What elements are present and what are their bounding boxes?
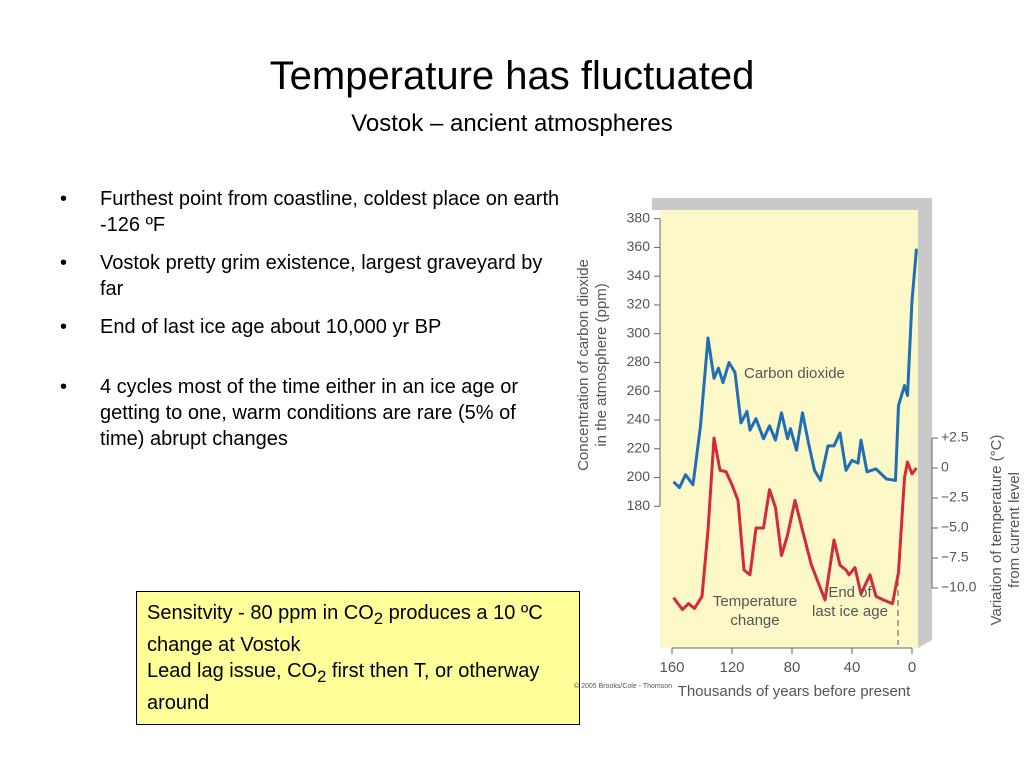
text: first then T, or otherway around (147, 660, 540, 714)
y-tick-label: 260 (627, 382, 651, 398)
bullet: End of last ice age about 10,000 yr BP (60, 314, 560, 340)
y-tick-label: 240 (627, 411, 651, 427)
callout-line: Lead lag issue, CO2 first then T, or oth… (147, 658, 569, 716)
subtitle: Vostok – ancient atmospheres (351, 110, 673, 137)
y2-tick-label: −7.5 (941, 549, 969, 565)
y2-tick-label: 0 (941, 459, 949, 475)
y2-axis-label: Variation of temperature (°C) (988, 435, 1005, 626)
y-tick-label: 220 (627, 439, 651, 455)
y-tick-label: 360 (627, 238, 651, 254)
text: produces a 10 ºC change at Vostok (147, 602, 543, 656)
annotation: Carbon dioxide (744, 365, 845, 382)
text: Sensitvity - 80 ppm in CO (147, 602, 374, 624)
x-tick-label: 80 (784, 659, 801, 676)
credit: © 2005 Brooks/Cole - Thomson (574, 682, 672, 690)
data-line (672, 248, 918, 490)
bullet: Vostok pretty grim existence, largest gr… (60, 250, 560, 302)
annotation: change (730, 612, 779, 629)
data-line (672, 436, 918, 612)
y-axis-label: Concentration of carbon dioxide (575, 259, 592, 471)
x-tick-label: 160 (659, 659, 684, 676)
y2-tick-label: −2.5 (941, 489, 969, 505)
y2-tick-label: −5.0 (941, 519, 969, 535)
annotation: End of (828, 584, 872, 601)
x-tick-label: 120 (719, 659, 744, 676)
text: Lead lag issue, CO (147, 660, 318, 682)
bullet: Furthest point from coastline, coldest p… (60, 186, 560, 238)
x-tick-label: 40 (844, 659, 861, 676)
y2-tick-label: +2.5 (941, 429, 969, 445)
subscript: 2 (317, 667, 327, 686)
title: Temperature has fluctuated (269, 54, 755, 98)
bullet: 4 cycles most of the time either in an i… (60, 374, 560, 452)
annotation: last ice age (812, 603, 888, 620)
y-tick-label: 280 (627, 353, 651, 369)
y2-axis-label: from current level (1006, 472, 1023, 588)
bullets: Furthest point from coastline, coldest p… (60, 186, 560, 464)
callout-line: Sensitvity - 80 ppm in CO2 produces a 10… (147, 600, 569, 658)
y-axis-label: in the atmosphere (ppm) (593, 283, 610, 446)
annotation: Temperature (713, 593, 797, 610)
x-axis-label: Thousands of years before present (678, 683, 911, 700)
y-tick-label: 320 (627, 296, 651, 312)
y-tick-label: 200 (627, 468, 651, 484)
y-tick-label: 340 (627, 267, 651, 283)
y-tick-label: 300 (627, 324, 651, 340)
y-tick-label: 180 (627, 497, 651, 513)
y2-tick-label: −10.0 (941, 579, 977, 595)
y-tick-label: 380 (627, 209, 651, 225)
subscript: 2 (373, 609, 384, 628)
callout: Sensitvity - 80 ppm in CO2 produces a 10… (136, 591, 580, 725)
x-tick-label: 0 (908, 659, 916, 676)
